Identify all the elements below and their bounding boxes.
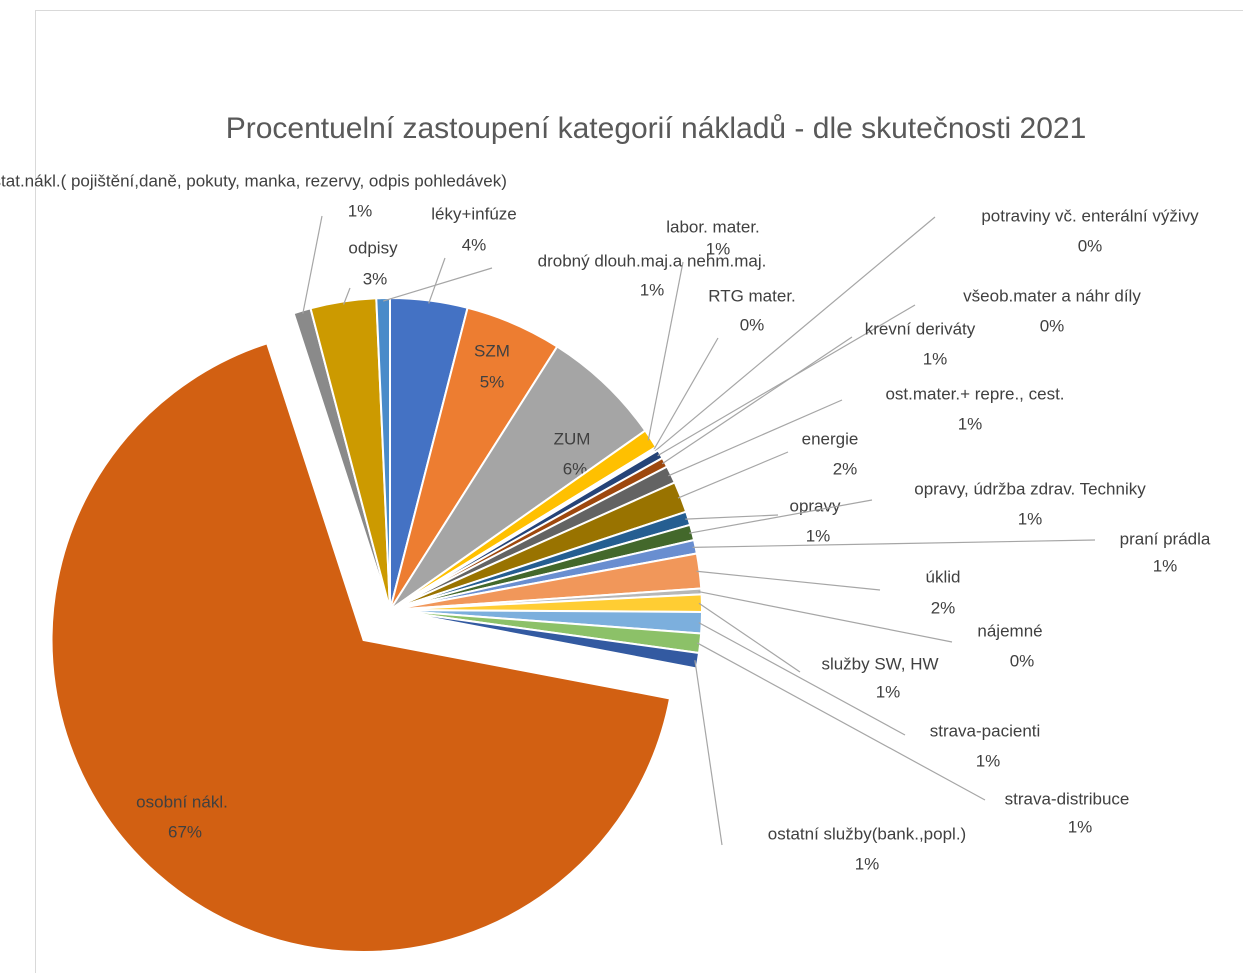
leader-line [343, 287, 351, 305]
slice-value-label: 1% [958, 414, 983, 433]
slice-label: služby SW, HW [821, 654, 938, 673]
slice-label: praní prádla [1120, 529, 1211, 548]
slice-value-label: 1% [640, 280, 665, 299]
slice-value-label: 4% [462, 235, 487, 254]
pie-slice [375, 296, 391, 611]
slice-label: krevní deriváty [865, 319, 976, 338]
slice-label: SZM [474, 341, 510, 360]
leader-line [653, 337, 719, 450]
slice-label: strava-pacienti [930, 721, 1041, 740]
leader-line [689, 499, 873, 534]
chart-border [35, 10, 1243, 973]
slice-label: ostatní služby(bank.,popl.) [768, 824, 966, 843]
slice-label: odpisy [348, 238, 398, 257]
leader-line [668, 399, 843, 477]
slice-value-label: 2% [931, 598, 956, 617]
slice-label: osobní nákl. [136, 792, 228, 811]
slice-label: léky+infúze [431, 204, 517, 223]
slice-value-label: 5% [480, 372, 505, 391]
slice-label: opravy [789, 496, 841, 515]
leader-line [698, 622, 906, 736]
leader-line [302, 215, 323, 314]
slice-label: RTG mater. [708, 286, 796, 305]
slice-value-label: 1% [976, 751, 1001, 770]
leader-line [698, 590, 953, 643]
slice-label: strava-distribuce [1005, 789, 1130, 808]
slice-label: úklid [926, 567, 961, 586]
leader-line [661, 336, 853, 465]
slice-value-label: 1% [706, 239, 731, 258]
slice-value-label: 3% [363, 269, 388, 288]
slice-label: opravy, údržba zdrav. Techniky [914, 479, 1146, 498]
slice-value-label: 1% [348, 201, 373, 220]
leader-line [647, 261, 684, 441]
leader-line [685, 514, 779, 520]
slice-value-label: 0% [740, 315, 765, 334]
slice-value-label: 2% [833, 459, 858, 478]
slice-value-label: 0% [1078, 236, 1103, 255]
pie-slice [389, 345, 647, 611]
leader-line [654, 216, 936, 452]
slice-label: potraviny vč. enterální výživy [981, 206, 1199, 225]
slice-value-label: 1% [1153, 556, 1178, 575]
slice-value-label: 0% [1010, 651, 1035, 670]
leader-line [698, 602, 801, 673]
slice-value-label: 6% [563, 459, 588, 478]
leader-line [383, 267, 493, 302]
slice-label: labor. mater. [666, 217, 760, 236]
slice-value-label: 1% [1018, 509, 1043, 528]
slice-label: ost.mater.+ repre., cest. [885, 384, 1064, 403]
slice-value-label: 1% [923, 349, 948, 368]
slice-label: všeob.mater a náhr díly [963, 286, 1141, 305]
slice-label: nájemné [977, 621, 1042, 640]
slice-value-label: 67% [168, 822, 202, 841]
slice-value-label: 1% [806, 526, 831, 545]
slice-label: drobný dlouh.maj.a nehm.maj. [538, 251, 767, 270]
leader-line [428, 257, 446, 304]
slice-value-label: 1% [1068, 817, 1093, 836]
slice-label: ostat.nákl.( pojištění,daně, pokuty, man… [0, 171, 507, 190]
leader-line [677, 451, 789, 499]
slice-value-label: 1% [876, 682, 901, 701]
leader-line [694, 660, 723, 846]
slice-label: energie [802, 429, 859, 448]
chart-title: Procentuelní zastoupení kategorií náklad… [226, 112, 1087, 145]
leader-line [696, 642, 986, 801]
slice-value-label: 1% [855, 854, 880, 873]
slice-label: ZUM [554, 429, 591, 448]
leader-line [696, 570, 881, 591]
leader-line [692, 539, 1096, 548]
pie-slice [50, 342, 672, 953]
slice-value-label: 0% [1040, 316, 1065, 335]
